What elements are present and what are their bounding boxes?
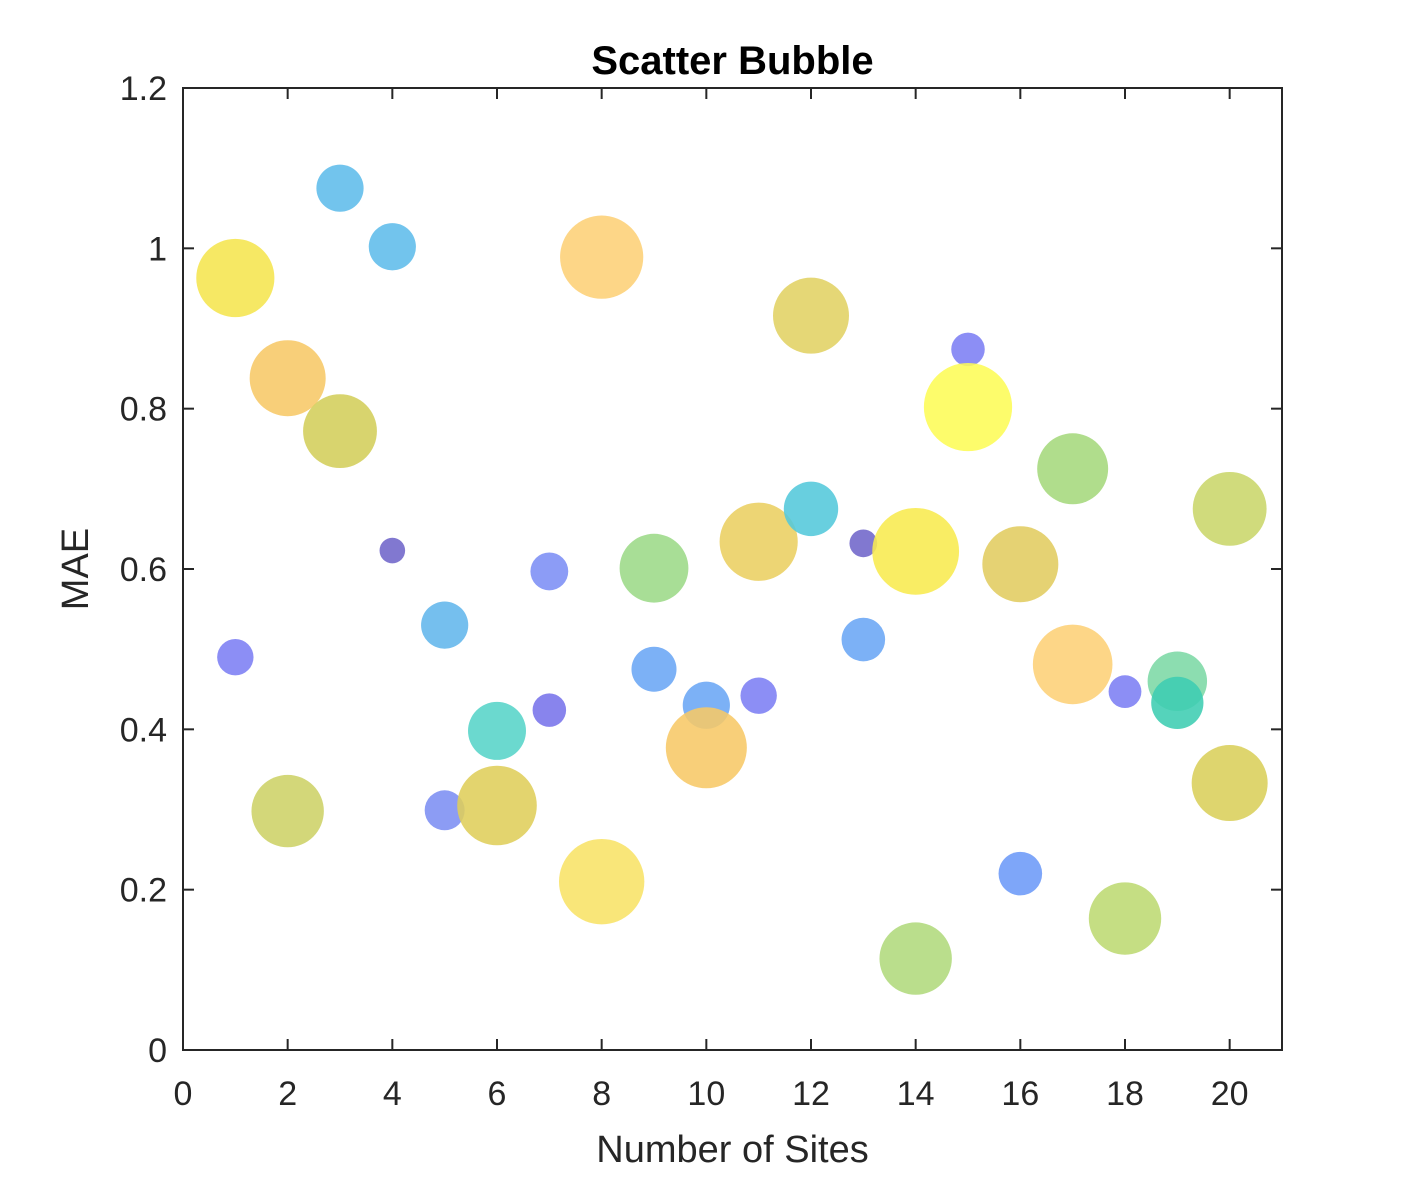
bubble-point-29 [951,332,985,367]
x-tick-label: 10 [687,1075,725,1113]
x-tick-label: 14 [897,1075,935,1113]
bubble-point-7 [368,223,416,271]
bubble-point-38 [1151,676,1204,729]
y-tick-label: 0.8 [120,391,167,429]
bubble-point-21 [719,502,798,581]
bubble-point-4 [251,774,324,848]
bubble-points [196,164,1268,995]
bubble-point-17 [619,533,689,603]
bubble-point-11 [468,701,526,760]
bubble-point-32 [998,851,1043,896]
x-tick-label: 12 [792,1075,830,1113]
bubble-point-40 [1191,745,1268,822]
bubble-point-39 [1192,471,1267,546]
bubble-point-34 [1032,624,1113,705]
bubble-point-16 [558,838,645,925]
y-tick-labels: 0 0.2 0.4 0.6 0.8 1 1.2 [120,70,167,1070]
x-tick-labels: 0 2 4 6 8 10 12 14 16 18 20 [174,1075,1249,1113]
x-tick-label: 6 [488,1075,507,1113]
bubble-point-14 [532,693,567,727]
x-tick-label: 0 [174,1075,193,1113]
bubble-point-18 [631,646,677,692]
bubble-point-20 [665,707,747,789]
bubble-point-25 [849,529,878,558]
bubble-point-23 [773,277,849,354]
bubble-point-5 [316,164,364,212]
x-tick-label: 4 [383,1075,402,1113]
bubble-point-28 [879,922,952,995]
bubble-point-22 [740,677,777,714]
bubble-point-8 [379,537,406,564]
bubble-point-6 [303,394,377,469]
bubble-point-31 [982,526,1059,603]
axis-ticks [182,87,1282,1051]
y-tick-label: 0 [148,1032,167,1070]
bubble-point-2 [217,638,254,676]
bubble-point-27 [872,507,960,595]
bubble-point-1 [196,238,275,318]
bubble-point-9 [421,601,469,649]
y-tick-label: 1.2 [120,70,167,108]
y-tick-label: 0.4 [120,711,167,749]
y-tick-label: 0.6 [120,551,167,589]
y-axis-label: MAE [55,528,97,610]
bubble-point-35 [1108,675,1142,709]
bubble-point-30 [923,362,1013,452]
bubble-point-10 [424,790,465,831]
bubble-point-36 [1088,882,1162,955]
bubble-point-33 [1037,433,1109,505]
bubble-point-13 [530,552,569,591]
x-tick-label: 8 [592,1075,611,1113]
bubble-point-15 [560,215,644,299]
x-axis-label: Number of Sites [596,1129,868,1171]
x-tick-label: 18 [1106,1075,1144,1113]
chart-title: Scatter Bubble [591,39,873,83]
y-tick-label: 0.2 [120,872,167,910]
bubble-point-3 [249,340,326,417]
y-tick-label: 1 [148,230,167,268]
bubble-point-12 [457,765,537,846]
x-tick-label: 20 [1211,1075,1249,1113]
bubble-point-26 [841,617,886,662]
x-tick-label: 16 [1001,1075,1039,1113]
bubble-point-24 [783,481,839,537]
x-tick-label: 2 [278,1075,297,1113]
